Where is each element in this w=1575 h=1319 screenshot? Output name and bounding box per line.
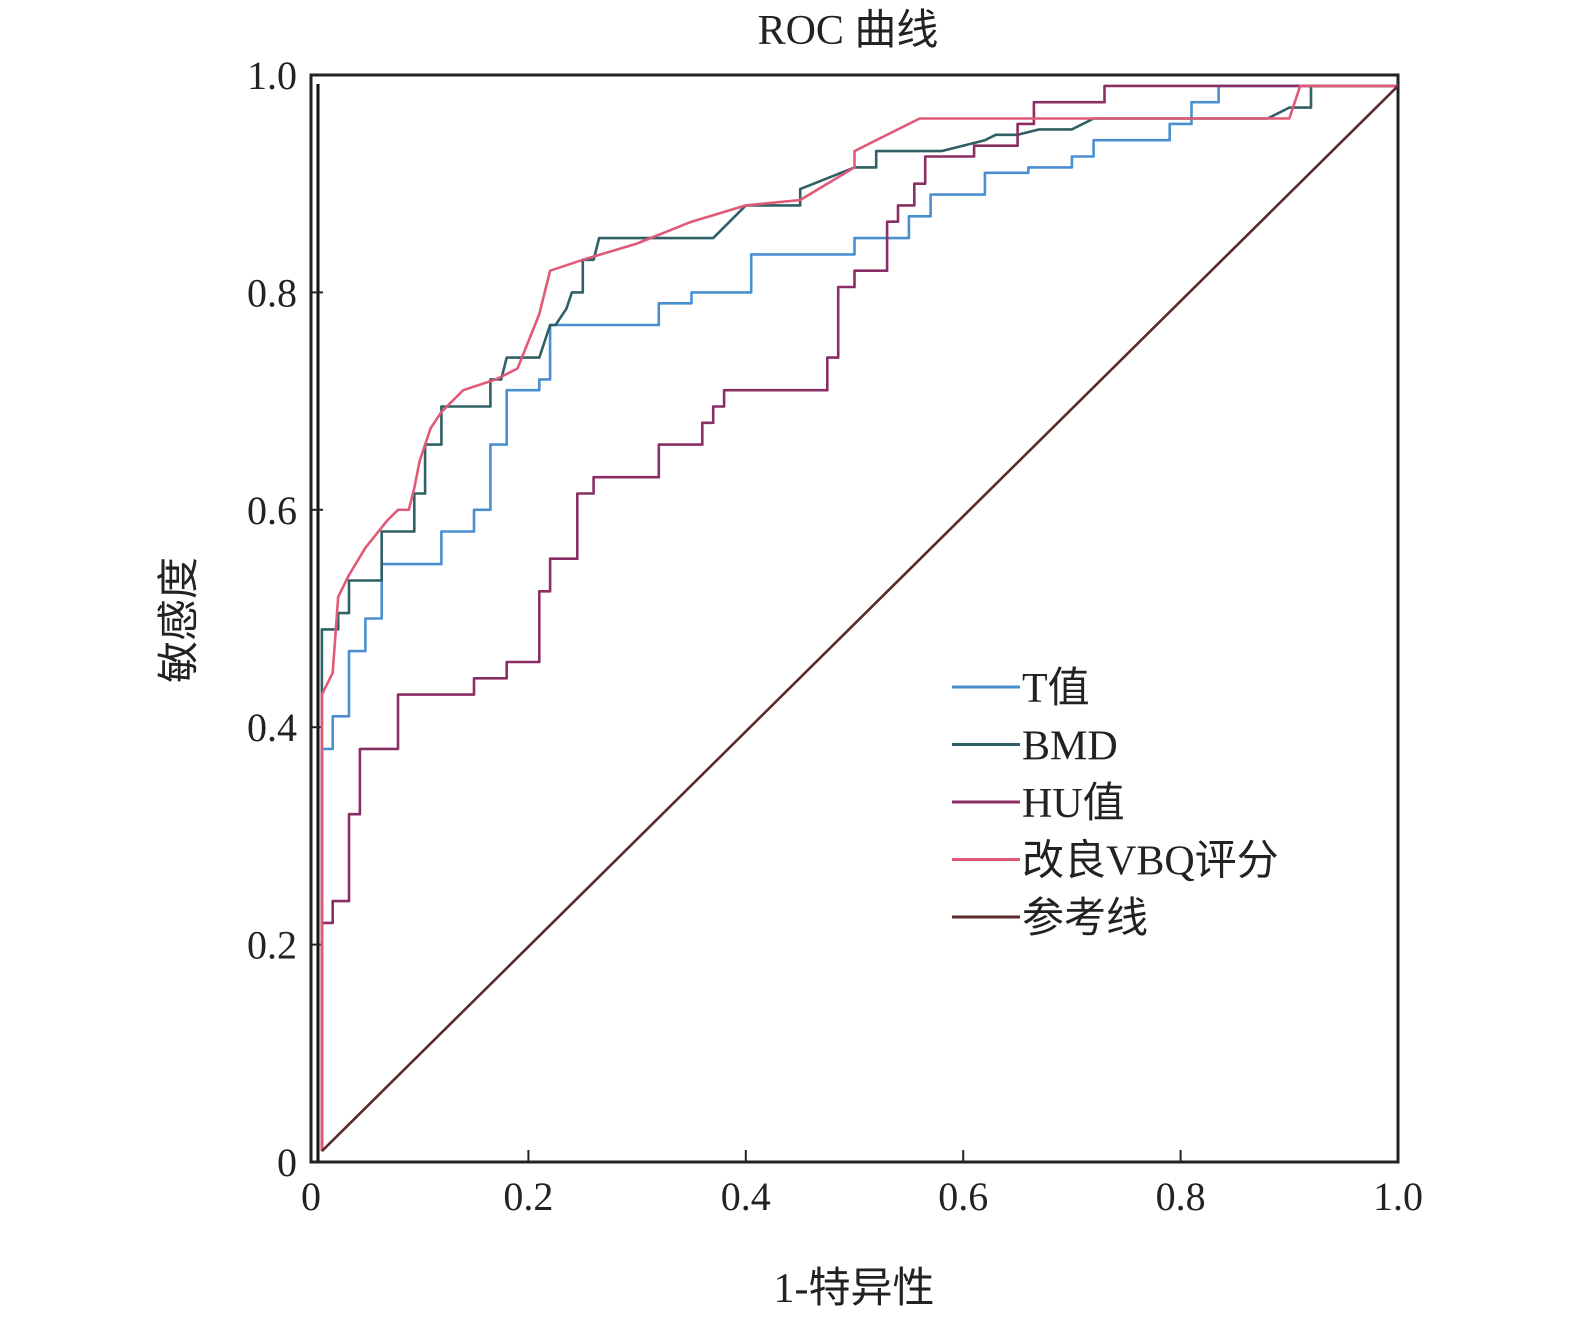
x-axis-ticks: 0 0.2 0.4 0.6 0.8 1.0 [301,1150,1423,1219]
y-tick-label: 0 [277,1140,297,1185]
x-tick-label: 0.6 [938,1174,988,1219]
y-tick-label: 1.0 [247,53,297,98]
y-tick-label: 0.6 [247,488,297,533]
series-line [320,84,1398,1152]
plot-area [309,73,1400,1164]
x-tick-label: 0.4 [721,1174,771,1219]
series-line [320,84,1398,1152]
x-tick-label: 0.2 [503,1174,553,1219]
x-tick-label: 1.0 [1373,1174,1423,1219]
series-line [320,84,1399,1153]
legend-label: HU值 [1022,781,1125,827]
legend-label: 参考线 [1022,895,1148,942]
y-axis-title: 敏感度 [157,557,203,683]
plot-frame [309,73,1400,1164]
y-tick-label: 0.2 [247,923,297,968]
y-tick-label: 0.4 [247,705,297,750]
y-axis-ticks: 0 0.2 0.4 0.6 0.8 1.0 [247,53,323,1185]
legend-label: BMD [1022,724,1118,770]
series-lines [320,84,1399,1153]
series-line [320,84,1398,1152]
y-tick-label: 0.8 [247,270,297,315]
legend-label: T值 [1022,666,1090,712]
x-tick-label: 0 [301,1174,321,1219]
chart-title: ROC 曲线 [758,8,939,54]
legend-label: 改良VBQ评分 [1022,838,1279,885]
x-tick-label: 0.8 [1156,1174,1206,1219]
series-line [320,84,1398,1152]
x-axis-title: 1-特异性 [774,1266,935,1312]
